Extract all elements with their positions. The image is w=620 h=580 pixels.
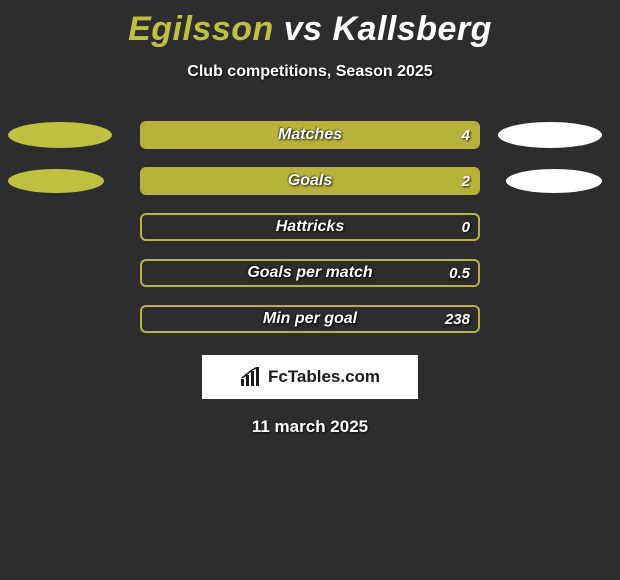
stat-row: Matches4 [0,121,620,149]
stat-bar: Hattricks0 [140,213,480,241]
stat-value: 238 [445,307,470,331]
fctables-logo[interactable]: FcTables.com [202,355,418,399]
right-ellipse [506,169,602,193]
stat-bar: Matches4 [140,121,480,149]
chart-icon [240,367,262,387]
comparison-card: Egilsson vs Kallsberg Club competitions,… [0,0,620,580]
stat-bar: Goals per match0.5 [140,259,480,287]
stat-row: Hattricks0 [0,213,620,241]
stat-value: 0.5 [449,261,470,285]
stat-row: Goals per match0.5 [0,259,620,287]
logo-text: FcTables.com [268,367,380,387]
subtitle: Club competitions, Season 2025 [0,63,620,81]
stat-label: Goals per match [142,261,478,285]
left-ellipse [8,122,112,148]
left-ellipse [8,169,104,193]
stat-bar: Goals2 [140,167,480,195]
vs-separator: vs [274,10,333,48]
stat-bar-fill [142,169,478,193]
stat-row: Min per goal238 [0,305,620,333]
stat-label: Min per goal [142,307,478,331]
stat-value: 0 [462,215,470,239]
page-title: Egilsson vs Kallsberg [0,0,620,49]
player1-name: Egilsson [128,10,274,48]
stat-row: Goals2 [0,167,620,195]
stat-label: Hattricks [142,215,478,239]
right-ellipse [498,122,602,148]
stat-bar: Min per goal238 [140,305,480,333]
stat-rows: Matches4Goals2Hattricks0Goals per match0… [0,121,620,333]
stat-bar-fill [142,123,478,147]
date-label: 11 march 2025 [0,417,620,437]
player2-name: Kallsberg [332,10,491,48]
